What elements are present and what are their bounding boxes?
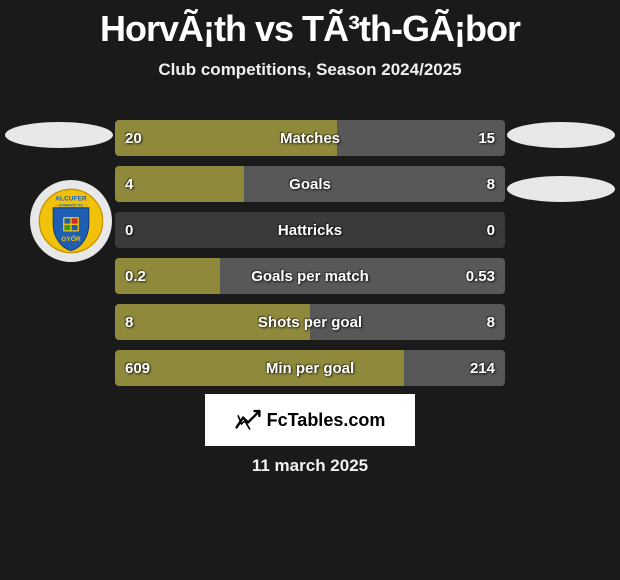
svg-text:GYŐR: GYŐR	[61, 234, 81, 243]
stat-row: 609214Min per goal	[115, 350, 505, 386]
stat-row: 2015Matches	[115, 120, 505, 156]
footer-date: 11 march 2025	[0, 456, 620, 476]
player-right-photo-placeholder-2	[507, 176, 615, 202]
svg-text:– GYIRMÓT FC –: – GYIRMÓT FC –	[55, 202, 87, 207]
shield-icon: ALCUFER – GYIRMÓT FC – GYŐR	[38, 188, 104, 254]
stat-label: Min per goal	[115, 350, 505, 386]
stat-row: 00Hattricks	[115, 212, 505, 248]
stat-label: Shots per goal	[115, 304, 505, 340]
player-left-photo-placeholder	[5, 122, 113, 148]
brand-box[interactable]: FcTables.com	[205, 394, 415, 446]
club-badge: ALCUFER – GYIRMÓT FC – GYŐR	[30, 180, 112, 262]
player-right-photo-placeholder-1	[507, 122, 615, 148]
page-subtitle: Club competitions, Season 2024/2025	[0, 60, 620, 80]
stat-label: Goals	[115, 166, 505, 202]
brand-logo-icon	[235, 409, 261, 431]
stats-panel: 2015Matches 48Goals 00Hattricks 0.20.53Goal…	[115, 120, 505, 386]
page-title: HorvÃ¡th vs TÃ³th-GÃ¡bor	[0, 0, 620, 50]
brand-text: FcTables.com	[267, 410, 386, 431]
stat-row: 88Shots per goal	[115, 304, 505, 340]
stat-label: Matches	[115, 120, 505, 156]
stat-label: Goals per match	[115, 258, 505, 294]
svg-text:ALCUFER: ALCUFER	[55, 196, 87, 203]
stat-label: Hattricks	[115, 212, 505, 248]
stat-row: 0.20.53Goals per match	[115, 258, 505, 294]
stat-row: 48Goals	[115, 166, 505, 202]
